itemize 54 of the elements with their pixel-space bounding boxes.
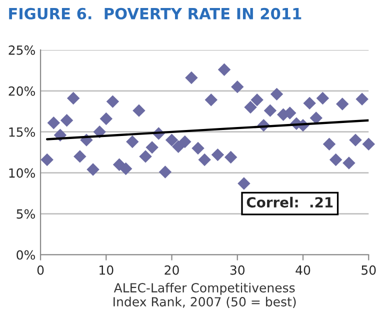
y-tick-label: 25%	[8, 45, 35, 55]
point	[165, 134, 178, 146]
point	[146, 141, 158, 154]
point	[349, 134, 362, 146]
point	[264, 104, 277, 117]
point	[185, 71, 198, 84]
point	[158, 166, 172, 178]
x-axis-title: ALEC-Laffer Competitiveness Index Rank, 2007 (50 = best)	[114, 282, 296, 308]
point	[74, 150, 86, 163]
point	[270, 88, 284, 101]
annotation: Correl: .21	[246, 196, 333, 208]
point	[250, 94, 264, 106]
point	[244, 100, 257, 114]
point	[126, 135, 139, 148]
point	[192, 142, 204, 155]
point	[316, 92, 330, 105]
point	[322, 138, 336, 151]
point	[231, 80, 244, 94]
y-tick-label: 5%	[16, 209, 35, 219]
y-tick-label: 20%	[8, 86, 35, 96]
x-tick-label: 0	[37, 265, 44, 275]
point	[204, 94, 218, 106]
point	[211, 148, 224, 162]
chart-title: FIGURE 6. POVERTY RATE IN 2011	[9, 8, 302, 20]
point	[218, 63, 231, 76]
x-tick-label: 50	[362, 265, 376, 275]
point	[178, 135, 192, 148]
point	[198, 153, 211, 166]
point	[172, 140, 185, 153]
point	[303, 96, 316, 110]
point	[139, 150, 152, 163]
x-tick-label: 20	[164, 265, 179, 275]
point	[86, 163, 100, 176]
point	[119, 162, 132, 176]
point	[342, 156, 356, 170]
y-tick-label: 10%	[9, 168, 35, 178]
x-tick-label: 10	[100, 265, 114, 275]
point	[224, 150, 238, 164]
point	[329, 153, 342, 166]
point	[66, 92, 80, 105]
y-tick-label: 0%	[16, 250, 35, 260]
point	[356, 92, 368, 106]
x-tick-label: 30	[230, 265, 245, 275]
point	[100, 112, 113, 126]
point	[238, 177, 250, 190]
point	[336, 98, 349, 110]
point	[362, 138, 375, 151]
point	[60, 114, 74, 127]
x-tick-label: 40	[296, 265, 310, 275]
point	[47, 116, 60, 130]
point	[132, 104, 146, 117]
point	[40, 153, 54, 166]
point	[106, 95, 120, 108]
y-tick-label: 15%	[9, 127, 35, 137]
